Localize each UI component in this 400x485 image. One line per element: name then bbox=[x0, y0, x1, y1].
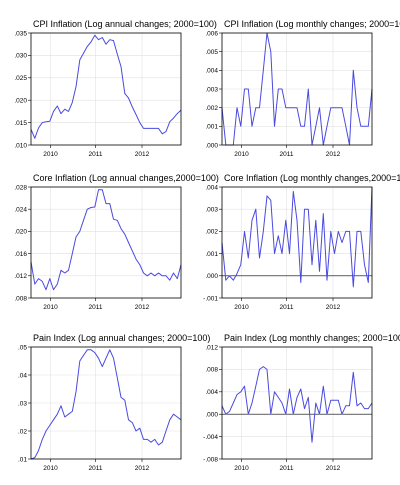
plot-frame bbox=[221, 32, 373, 146]
x-tick-label: 2011 bbox=[280, 304, 294, 311]
y-tick-label: .000 bbox=[205, 412, 218, 419]
y-tick-label: .005 bbox=[205, 49, 218, 56]
y-tick-label: .006 bbox=[205, 30, 218, 37]
x-tick-label: 2012 bbox=[326, 304, 341, 311]
y-tick-label: .004 bbox=[205, 68, 218, 75]
x-tick-label: 2010 bbox=[43, 465, 58, 472]
x-tick-label: 2012 bbox=[135, 151, 150, 158]
y-tick-label: .05 bbox=[18, 344, 27, 351]
y-tick-label: .010 bbox=[14, 142, 27, 149]
x-tick-label: 2012 bbox=[135, 465, 150, 472]
y-tick-label: .028 bbox=[14, 184, 27, 191]
y-tick-label: .008 bbox=[205, 367, 218, 374]
series-line-cpi-annual bbox=[30, 34, 182, 139]
plot-frame bbox=[221, 186, 373, 299]
chart-panel-cpi-annual: CPI Inflation (Log annual changes; 2000=… bbox=[14, 19, 217, 158]
y-tick-label: .001 bbox=[205, 124, 218, 131]
y-tick-label: .020 bbox=[14, 229, 27, 236]
y-tick-label: .012 bbox=[14, 273, 27, 280]
chart-title: Pain Index (Log annual changes; 2000=100… bbox=[33, 333, 210, 343]
x-tick-label: 2011 bbox=[89, 304, 103, 311]
y-tick-label: .002 bbox=[205, 229, 218, 236]
y-tick-label: .015 bbox=[14, 120, 27, 127]
x-tick-label: 2011 bbox=[280, 465, 294, 472]
y-tick-label: .04 bbox=[18, 372, 27, 379]
y-tick-label: .002 bbox=[205, 105, 218, 112]
y-tick-label: .016 bbox=[14, 251, 27, 258]
y-tick-label: -.004 bbox=[203, 434, 218, 441]
y-tick-label: .000 bbox=[205, 142, 218, 149]
y-tick-label: .035 bbox=[14, 30, 27, 37]
y-tick-label: .008 bbox=[14, 295, 27, 302]
series-line-pain-monthly bbox=[221, 366, 373, 443]
y-tick-label: .003 bbox=[205, 86, 218, 93]
x-tick-label: 2011 bbox=[89, 465, 103, 472]
y-tick-label: -.008 bbox=[203, 456, 218, 463]
x-tick-label: 2010 bbox=[43, 151, 58, 158]
y-tick-label: .030 bbox=[14, 53, 27, 60]
chart-title: CPI Inflation (Log monthly changes; 2000… bbox=[224, 19, 400, 29]
chart-panel-core-monthly: Core Inflation (Log monthly changes,2000… bbox=[203, 173, 400, 311]
x-tick-label: 2011 bbox=[280, 151, 294, 158]
y-tick-label: .01 bbox=[18, 456, 27, 463]
y-tick-label: .03 bbox=[18, 400, 27, 407]
chart-title: Core Inflation (Log monthly changes,2000… bbox=[224, 173, 400, 183]
x-tick-label: 2010 bbox=[234, 304, 249, 311]
chart-title: Pain Index (Log monthly changes; 2000=10… bbox=[224, 333, 400, 343]
y-tick-label: .003 bbox=[205, 207, 218, 214]
x-tick-label: 2012 bbox=[326, 465, 341, 472]
plot-frame bbox=[30, 186, 182, 299]
x-tick-label: 2010 bbox=[43, 304, 58, 311]
y-tick-label: .024 bbox=[14, 207, 27, 214]
chart-panel-cpi-monthly: CPI Inflation (Log monthly changes; 2000… bbox=[205, 19, 400, 158]
x-tick-label: 2010 bbox=[234, 465, 249, 472]
series-line-cpi-monthly bbox=[221, 32, 373, 146]
series-line-pain-annual bbox=[30, 349, 182, 460]
series-line-core-monthly bbox=[221, 186, 373, 288]
plot-frame bbox=[30, 346, 182, 460]
plot-frame bbox=[221, 346, 373, 460]
y-tick-label: .001 bbox=[205, 251, 218, 258]
x-tick-label: 2011 bbox=[89, 151, 103, 158]
chart-title: CPI Inflation (Log annual changes; 2000=… bbox=[33, 19, 217, 29]
y-tick-label: .012 bbox=[205, 344, 218, 351]
chart-panel-pain-annual: Pain Index (Log annual changes; 2000=100… bbox=[18, 333, 210, 472]
x-tick-label: 2012 bbox=[326, 151, 341, 158]
y-tick-label: .020 bbox=[14, 98, 27, 105]
x-tick-label: 2012 bbox=[135, 304, 150, 311]
chart-panel-core-annual: Core Inflation (Log annual changes,2000=… bbox=[14, 173, 219, 311]
y-tick-label: -.001 bbox=[203, 295, 218, 302]
y-tick-label: .000 bbox=[205, 273, 218, 280]
y-tick-label: .025 bbox=[14, 75, 27, 82]
series-line-core-annual bbox=[30, 189, 182, 291]
plot-frame bbox=[30, 32, 182, 146]
chart-title: Core Inflation (Log annual changes,2000=… bbox=[33, 173, 219, 183]
y-tick-label: .02 bbox=[18, 428, 27, 435]
y-tick-label: .004 bbox=[205, 389, 218, 396]
y-tick-label: .004 bbox=[205, 184, 218, 191]
chart-panel-pain-monthly: Pain Index (Log monthly changes; 2000=10… bbox=[203, 333, 400, 472]
x-tick-label: 2010 bbox=[234, 151, 249, 158]
